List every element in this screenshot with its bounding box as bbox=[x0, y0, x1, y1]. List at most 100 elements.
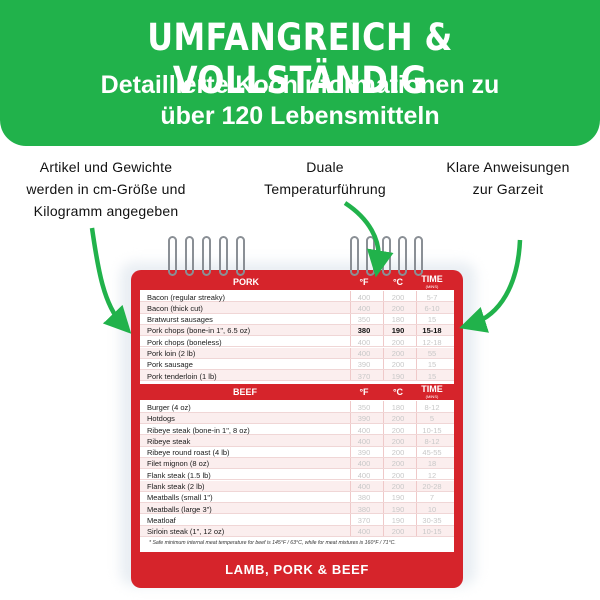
food-name: Ribeye steak (bone-in 1", 8 oz) bbox=[147, 425, 250, 435]
cooking-time: 10-15 bbox=[422, 527, 442, 537]
cooking-time: 10 bbox=[427, 504, 437, 514]
temp-fahrenheit: 400 bbox=[357, 292, 371, 302]
food-name: Pork tenderloin (1 lb) bbox=[147, 371, 217, 381]
table-row: Bratwurst sausages 350 180 15 bbox=[140, 313, 454, 325]
column-divider bbox=[416, 469, 417, 480]
food-name: Ribeye steak bbox=[147, 436, 191, 446]
temp-fahrenheit: 370 bbox=[357, 515, 371, 525]
banner-subtitle: Detaillierte Kochinformationen zu über 1… bbox=[0, 70, 600, 132]
callout-temperature-line-2: Temperaturführung bbox=[264, 181, 386, 197]
cooking-time: 8-12 bbox=[424, 402, 440, 412]
temp-celsius: 190 bbox=[391, 504, 405, 514]
binding-ring bbox=[382, 236, 391, 276]
binding-ring bbox=[219, 236, 228, 276]
callout-temperature: Duale Temperaturführung bbox=[240, 156, 410, 200]
column-celsius: °C bbox=[392, 277, 404, 287]
column-divider bbox=[350, 424, 351, 435]
temp-fahrenheit: 350 bbox=[357, 315, 371, 325]
temp-celsius: 190 bbox=[391, 371, 405, 381]
column-divider bbox=[350, 435, 351, 446]
binding-ring bbox=[185, 236, 194, 276]
column-divider bbox=[383, 435, 384, 446]
binding-ring bbox=[366, 236, 375, 276]
temp-celsius: 190 bbox=[391, 326, 405, 336]
cooking-time: 12 bbox=[427, 470, 437, 480]
callout-weights: Artikel und Gewichte werden in cm-Größe … bbox=[6, 156, 206, 222]
column-divider bbox=[350, 491, 351, 503]
column-divider bbox=[350, 347, 351, 358]
temp-fahrenheit: 400 bbox=[357, 527, 371, 537]
food-name: Ribeye round roast (4 lb) bbox=[147, 448, 230, 458]
column-divider bbox=[383, 424, 384, 435]
table-row: Pork loin (2 lb) 400 200 55 bbox=[140, 347, 454, 359]
cooking-time: 15 bbox=[427, 360, 437, 370]
column-divider bbox=[350, 457, 351, 469]
table-row: Hotdogs 390 200 5 bbox=[140, 412, 454, 424]
column-divider bbox=[416, 480, 417, 491]
food-name: Meatballs (large 3") bbox=[147, 504, 212, 514]
temp-celsius: 180 bbox=[391, 402, 405, 412]
temp-fahrenheit: 400 bbox=[357, 349, 371, 358]
column-divider bbox=[350, 336, 351, 347]
column-celsius: °C bbox=[392, 387, 404, 398]
table-row: Pork chops (boneless) 400 200 12-18 bbox=[140, 336, 454, 348]
column-divider bbox=[383, 469, 384, 480]
table-row: Ribeye steak 400 200 8-12 bbox=[140, 435, 454, 447]
callout-cooking-time-line-1: Klare Anweisungen bbox=[446, 159, 570, 175]
binding-ring bbox=[398, 236, 407, 276]
food-name: Flank steak (1.5 lb) bbox=[147, 470, 211, 480]
cooking-time: 55 bbox=[427, 349, 437, 358]
callout-temperature-line-1: Duale bbox=[306, 159, 344, 175]
column-divider bbox=[383, 313, 384, 324]
temp-fahrenheit: 390 bbox=[357, 448, 371, 458]
food-name: Pork chops (bone-in 1", 6.5 oz) bbox=[147, 326, 251, 336]
section-title: PORK bbox=[233, 277, 260, 287]
temp-celsius: 200 bbox=[391, 527, 405, 537]
column-divider bbox=[350, 503, 351, 514]
table-row: Bacon (regular streaky) 400 200 5-7 bbox=[140, 291, 454, 303]
temp-celsius: 200 bbox=[391, 337, 405, 347]
column-divider bbox=[416, 336, 417, 347]
temp-fahrenheit: 400 bbox=[357, 436, 371, 446]
temp-celsius: 200 bbox=[391, 303, 405, 313]
temp-celsius: 200 bbox=[391, 482, 405, 491]
arrow-left-icon bbox=[89, 227, 132, 334]
cooking-time: 15-18 bbox=[422, 326, 442, 336]
cooking-time: 45-55 bbox=[422, 448, 442, 458]
column-divider bbox=[416, 435, 417, 446]
column-divider bbox=[416, 291, 417, 302]
temp-fahrenheit: 400 bbox=[357, 303, 371, 313]
cooking-time: 5-7 bbox=[426, 292, 438, 302]
column-divider bbox=[383, 370, 384, 381]
column-divider bbox=[416, 457, 417, 469]
column-divider bbox=[383, 525, 384, 536]
banner-title: UMFANGREICH & VOLLSTÄNDIG bbox=[147, 16, 453, 102]
binding-ring bbox=[236, 236, 245, 276]
temp-celsius: 200 bbox=[391, 349, 405, 358]
food-name: Bratwurst sausages bbox=[147, 315, 213, 325]
cooking-time: 12-18 bbox=[422, 337, 442, 347]
column-divider bbox=[416, 424, 417, 435]
column-divider bbox=[383, 291, 384, 302]
column-divider bbox=[416, 503, 417, 514]
food-name: Pork loin (2 lb) bbox=[147, 349, 196, 358]
column-divider bbox=[350, 313, 351, 324]
temp-fahrenheit: 380 bbox=[357, 493, 371, 503]
column-divider bbox=[383, 358, 384, 370]
section-header-pork: PORK °F °C TIME (MINS) bbox=[140, 274, 454, 290]
callout-cooking-time: Klare Anweisungen zur Garzeit bbox=[418, 156, 598, 200]
column-time-label: TIME bbox=[421, 384, 443, 395]
column-time-unit: (MINS) bbox=[425, 394, 439, 400]
column-divider bbox=[350, 370, 351, 381]
cooking-time: 15 bbox=[427, 371, 437, 381]
column-divider bbox=[416, 412, 417, 423]
temp-celsius: 180 bbox=[391, 315, 405, 325]
banner-subtitle-line-2: über 120 Lebensmitteln bbox=[160, 102, 440, 130]
temp-celsius: 190 bbox=[391, 493, 405, 503]
table-row: Meatballs (large 3") 380 190 10 bbox=[140, 503, 454, 515]
table-row: Ribeye steak (bone-in 1", 8 oz) 400 200 10-… bbox=[140, 424, 454, 436]
cooking-time: 30-35 bbox=[422, 515, 442, 525]
column-divider bbox=[383, 302, 384, 313]
column-divider bbox=[350, 412, 351, 423]
cooking-time: 7 bbox=[429, 493, 435, 503]
